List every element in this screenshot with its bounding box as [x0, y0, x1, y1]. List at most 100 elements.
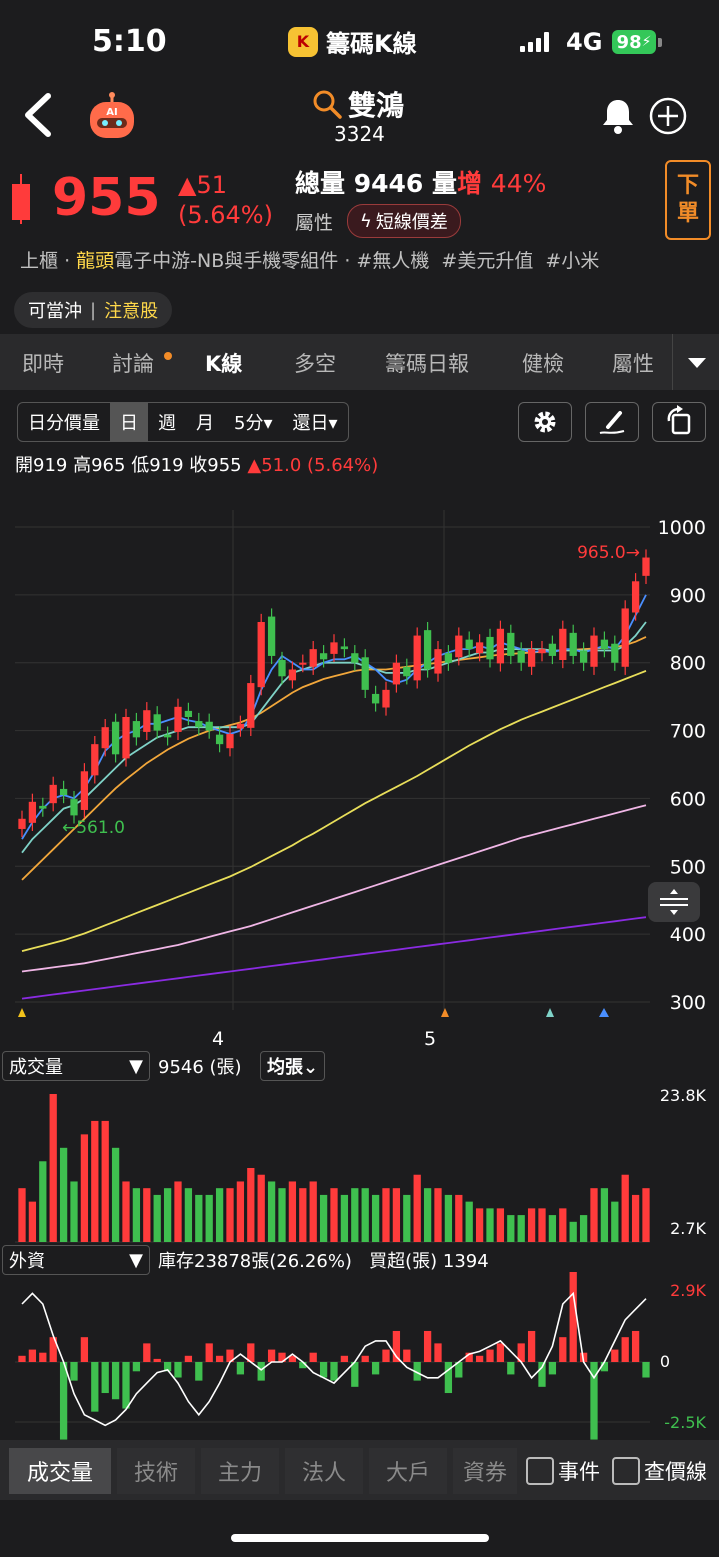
candle — [475, 642, 484, 654]
ohlc-line: 開919 高965 低919 收955 ▲51.0 (5.64%) — [15, 451, 378, 477]
candle — [559, 628, 567, 660]
volume-bar — [423, 1188, 432, 1242]
volume-min-label: 2.7K — [670, 1219, 706, 1238]
foreign-line — [21, 1291, 647, 1427]
volume-bar — [600, 1188, 609, 1242]
foreign-bar — [475, 1355, 484, 1362]
volume-bar — [132, 1188, 141, 1242]
foreign-bar — [631, 1330, 640, 1362]
volume-bar — [579, 1215, 588, 1242]
volume-bar — [80, 1134, 89, 1242]
volume-bar — [559, 1208, 567, 1242]
foreign-bar — [132, 1362, 141, 1372]
tab-kline[interactable]: K線 — [205, 352, 243, 376]
event-marker[interactable] — [441, 1008, 449, 1017]
volume-bar — [59, 1147, 68, 1242]
order-label-2: 單 — [676, 201, 699, 226]
triangle-down-icon — [688, 358, 706, 368]
foreign-bar — [600, 1362, 609, 1372]
candle — [70, 799, 78, 816]
tab-longshort[interactable]: 多空 — [294, 352, 336, 376]
volume-bar — [143, 1188, 151, 1242]
period-5min[interactable]: 5分▾ — [234, 413, 273, 434]
foreign-bar — [288, 1355, 297, 1362]
checkbox-box — [612, 1457, 640, 1485]
volume-bar — [527, 1208, 536, 1242]
period-intraday[interactable]: 日分價量 — [28, 413, 100, 434]
event-marker[interactable] — [599, 1008, 609, 1017]
tab-chip-report[interactable]: 籌碼日報 — [385, 352, 469, 376]
last-price: 955 — [52, 168, 161, 228]
btab-main-force[interactable]: 主力 — [201, 1448, 279, 1494]
tabs-dropdown[interactable] — [672, 334, 719, 390]
order-button[interactable]: 下 單 — [665, 160, 711, 240]
attr-tag[interactable]: ϟ 短線價差 — [347, 204, 461, 238]
volume-indicator-select[interactable]: 成交量 ▼ — [2, 1051, 150, 1081]
industry-line[interactable]: 上櫃 · 龍頭電子中游-NB與手機零組件 · #無人機 #美元升值 #小米 — [20, 246, 599, 273]
industry-name: 電子中游-NB與手機零組件 — [114, 250, 339, 272]
tab-discussion[interactable]: 討論 — [112, 352, 154, 376]
low-label: 低 — [131, 455, 150, 476]
volume-bar — [236, 1181, 245, 1242]
candle — [278, 660, 286, 677]
low-annotation: ←561.0 — [62, 818, 125, 838]
volume-value: 9446 — [353, 169, 424, 198]
period-month[interactable]: 月 — [196, 413, 214, 434]
candle — [642, 557, 650, 576]
event-marker[interactable] — [546, 1008, 554, 1017]
stock-title[interactable]: 雙鴻 — [312, 84, 404, 124]
btab-margin[interactable]: 資券 — [453, 1448, 517, 1494]
ma60-line — [21, 670, 647, 952]
btab-technical[interactable]: 技術 — [117, 1448, 195, 1494]
volume-bar — [257, 1174, 265, 1242]
btab-institutional[interactable]: 法人 — [285, 1448, 363, 1494]
y-tick-label: 600 — [670, 788, 706, 810]
foreign-bar — [340, 1355, 349, 1362]
settings-button[interactable] — [518, 402, 572, 442]
pane-resize-handle[interactable] — [648, 882, 700, 922]
candle — [611, 643, 619, 663]
candle — [517, 650, 525, 663]
add-icon[interactable] — [648, 96, 688, 136]
tab-attribute[interactable]: 屬性 — [612, 352, 654, 376]
btab-volume[interactable]: 成交量 — [9, 1448, 111, 1494]
bell-icon[interactable] — [598, 96, 638, 136]
adjust-select[interactable]: 還日▾ — [292, 413, 338, 434]
volume-bar — [340, 1194, 349, 1242]
resize-handle-bg — [648, 882, 700, 922]
draw-button[interactable] — [585, 402, 639, 442]
foreign-indicator-select[interactable]: 外資 ▼ — [2, 1245, 150, 1275]
app-icon: K — [288, 26, 318, 57]
candle — [184, 710, 193, 717]
event-marker[interactable] — [18, 1008, 26, 1017]
candle — [101, 727, 109, 749]
chevron-left-icon[interactable] — [20, 92, 60, 138]
stock-code: 3324 — [334, 122, 385, 146]
close-label: 收 — [189, 455, 208, 476]
foreign-zero-label: 0 — [660, 1352, 670, 1371]
ai-robot-icon[interactable]: AI — [85, 92, 139, 142]
volume-bar — [444, 1194, 453, 1242]
foreign-bar — [496, 1343, 505, 1362]
hashtags: #無人機 #美元升值 #小米 — [356, 250, 600, 272]
foreign-bar — [319, 1362, 328, 1378]
tab-health[interactable]: 健檢 — [522, 352, 564, 376]
tab-realtime[interactable]: 即時 — [22, 352, 64, 376]
event-checkbox[interactable]: 事件 — [526, 1456, 600, 1486]
volume-bar — [49, 1094, 57, 1242]
priceline-checkbox[interactable]: 查價線 — [612, 1456, 707, 1486]
candle — [236, 723, 245, 729]
candle — [455, 635, 463, 658]
btab-big-holders[interactable]: 大戶 — [369, 1448, 447, 1494]
candle — [215, 734, 224, 745]
search-icon[interactable] — [312, 89, 342, 119]
rotate-button[interactable] — [652, 402, 706, 442]
volume-bar — [455, 1194, 463, 1242]
volume-mode-select[interactable]: 均張⌄ — [260, 1051, 326, 1081]
period-day[interactable]: 日 — [110, 403, 148, 441]
volume-select-label: 成交量 — [9, 1057, 63, 1078]
candle — [507, 632, 515, 656]
period-week[interactable]: 週 — [158, 413, 176, 434]
volume-bar — [382, 1188, 390, 1242]
